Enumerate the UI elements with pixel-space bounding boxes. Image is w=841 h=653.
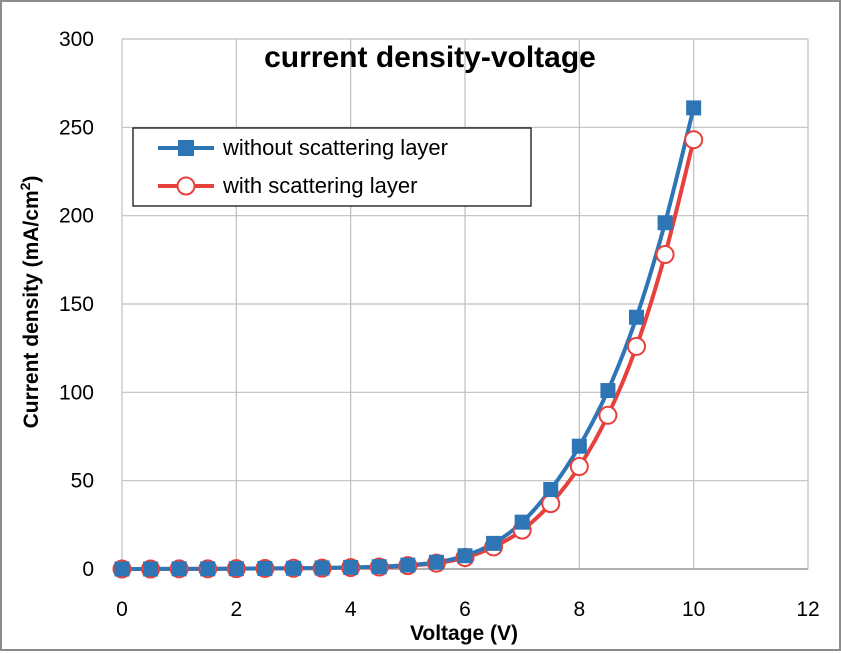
point-without-scattering	[629, 309, 644, 325]
point-without-scattering	[200, 561, 216, 577]
x-tick-label: 6	[459, 598, 471, 621]
y-tick-label: 250	[59, 116, 94, 139]
legend-marker-circle	[176, 176, 196, 196]
point-without-scattering	[657, 215, 673, 231]
point-without-scattering	[171, 561, 187, 577]
y-tick-label: 0	[82, 558, 94, 581]
point-without-scattering	[314, 560, 330, 576]
point-without-scattering	[686, 100, 702, 116]
point-without-scattering	[457, 548, 473, 564]
x-tick-label: 8	[573, 598, 585, 621]
point-without-scattering	[143, 561, 159, 577]
x-tick-label: 4	[345, 598, 357, 621]
y-tick-label: 100	[59, 381, 94, 404]
point-without-scattering	[371, 559, 387, 575]
point-without-scattering	[543, 482, 559, 497]
legend-label-with-scattering: with scattering layer	[222, 173, 417, 198]
point-with-scattering	[569, 457, 589, 477]
point-without-scattering	[514, 514, 530, 530]
x-tick-label: 12	[796, 598, 819, 621]
y-tick-label: 300	[59, 28, 94, 51]
point-without-scattering	[571, 438, 587, 454]
y-tick-label: 50	[71, 470, 94, 493]
tick-labels: 0 50 100 150 200 250 300 0 2 4 6 8 10 12	[59, 28, 820, 621]
point-with-scattering	[541, 494, 561, 514]
x-axis-label: Voltage (V)	[410, 622, 518, 645]
chart-title: current density-voltage	[264, 41, 596, 74]
point-without-scattering	[428, 554, 444, 570]
point-without-scattering	[343, 559, 359, 575]
point-with-scattering	[655, 245, 675, 265]
point-without-scattering	[600, 383, 616, 399]
legend-box	[132, 127, 532, 207]
plot-area	[112, 100, 704, 579]
x-tick-label: 10	[682, 598, 705, 621]
legend: without scattering layer with scattering…	[132, 127, 532, 207]
point-without-scattering	[257, 560, 273, 576]
x-tick-label: 2	[230, 598, 242, 621]
gridlines	[121, 38, 809, 570]
x-tick-label: 0	[116, 598, 128, 621]
legend-entry-with-scattering: with scattering layer	[158, 173, 417, 198]
point-with-scattering	[684, 130, 704, 150]
legend-entry-without-scattering: without scattering layer	[158, 135, 448, 160]
legend-marker-square	[178, 140, 194, 156]
point-with-scattering	[598, 405, 618, 425]
legend-label-without-scattering: without scattering layer	[222, 135, 448, 160]
point-without-scattering	[228, 561, 244, 577]
y-tick-label: 200	[59, 205, 94, 228]
y-tick-label: 150	[59, 293, 94, 316]
point-without-scattering	[286, 560, 301, 576]
y-axis-label: Current density (mA/cm2)	[17, 176, 43, 429]
point-with-scattering	[627, 336, 646, 356]
point-without-scattering	[400, 557, 416, 573]
point-without-scattering	[114, 561, 130, 577]
point-without-scattering	[486, 535, 502, 551]
